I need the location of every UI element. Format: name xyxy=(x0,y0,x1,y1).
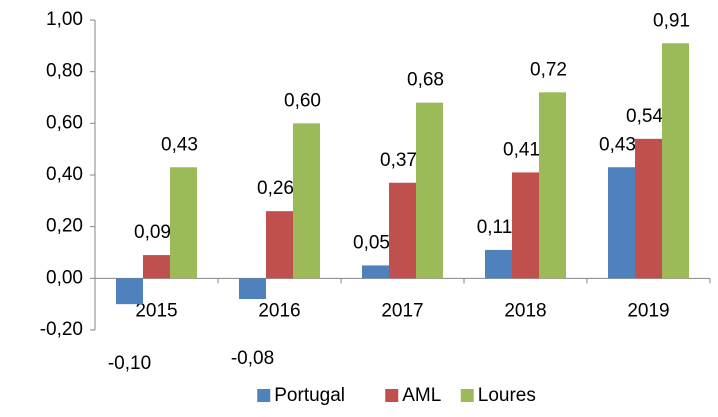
legend-swatch xyxy=(385,389,399,402)
bar xyxy=(416,102,443,279)
legend-swatch xyxy=(257,389,271,402)
data-label: 0,41 xyxy=(503,139,540,160)
bar xyxy=(389,182,416,279)
bar xyxy=(143,255,170,279)
x-tick-label: 2019 xyxy=(627,300,669,321)
bar xyxy=(635,138,662,279)
bar xyxy=(239,278,266,299)
data-label: 0,26 xyxy=(257,178,294,199)
data-label: 0,05 xyxy=(353,232,390,253)
x-tick-label: 2017 xyxy=(381,300,423,321)
bar xyxy=(293,123,320,279)
legend-swatch xyxy=(460,389,474,402)
bar xyxy=(116,278,143,305)
data-label: 0,09 xyxy=(134,222,171,243)
data-label: 0,72 xyxy=(530,59,567,80)
data-label: -0,10 xyxy=(108,353,151,374)
bar xyxy=(362,265,389,279)
data-label: 0,91 xyxy=(653,10,690,31)
y-tick-label: 0,80 xyxy=(46,61,83,82)
x-tick-label: 2015 xyxy=(135,300,177,321)
y-tick-label: 1,00 xyxy=(46,9,83,30)
y-tick-label: 0,60 xyxy=(46,112,83,133)
y-tick-label: 0,40 xyxy=(46,164,83,185)
y-tick-label: 0,00 xyxy=(46,267,83,288)
legend-label: Portugal xyxy=(274,385,345,406)
data-label: 0,54 xyxy=(626,106,663,127)
x-tick-label: 2016 xyxy=(258,300,300,321)
bar xyxy=(485,249,512,279)
data-label: 0,37 xyxy=(380,150,417,171)
legend-label: AML xyxy=(402,385,441,406)
y-tick-label: -0,20 xyxy=(40,319,83,340)
data-label: -0,08 xyxy=(231,348,274,369)
bar xyxy=(662,43,689,279)
bar xyxy=(539,92,566,279)
bar xyxy=(512,172,539,279)
bar xyxy=(608,167,635,279)
y-tick-label: 0,20 xyxy=(46,216,83,237)
data-label: 0,43 xyxy=(161,134,198,155)
x-tick-label: 2018 xyxy=(504,300,546,321)
bar xyxy=(266,211,293,279)
data-label: 0,68 xyxy=(407,70,444,91)
bar xyxy=(170,167,197,279)
legend-label: Loures xyxy=(478,385,536,406)
data-label: 0,11 xyxy=(477,217,513,238)
data-label: 0,43 xyxy=(599,134,636,155)
data-label: 0,60 xyxy=(284,90,321,111)
